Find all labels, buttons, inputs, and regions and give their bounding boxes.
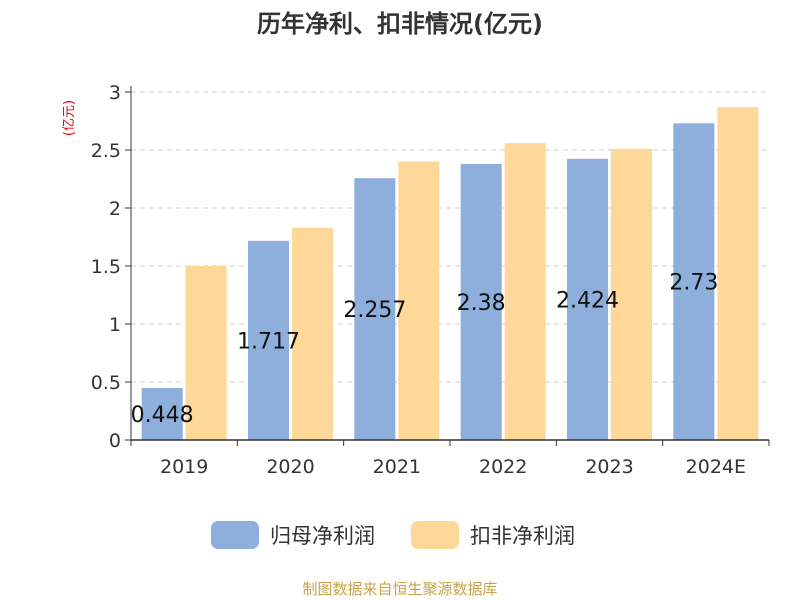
bars [141, 107, 759, 441]
bar-deducted-net-profit [611, 148, 652, 440]
bar-net-profit [248, 240, 289, 440]
data-label: 2.38 [457, 291, 506, 316]
bar-deducted-net-profit [717, 107, 759, 440]
x-axis-ticks: 2019 2020 2021 2022 2023 2024E [130, 440, 770, 478]
bar-net-profit [354, 178, 396, 441]
bar-deducted-net-profit [398, 161, 440, 440]
data-label: 1.717 [237, 329, 300, 354]
bar-net-profit [567, 158, 608, 441]
legend[interactable]: 归母净利润 扣非净利润 [211, 521, 575, 549]
bar-deducted-net-profit [292, 227, 333, 440]
y-tick-label: 2.5 [91, 140, 121, 162]
y-tick-label: 1 [109, 314, 121, 336]
y-tick-label: 1.5 [91, 256, 121, 278]
data-label: 2.424 [556, 288, 619, 313]
data-label: 2.73 [669, 271, 718, 296]
legend-label: 扣非净利润 [470, 524, 575, 548]
x-tick-label: 2022 [479, 456, 527, 478]
data-label: 0.448 [131, 403, 194, 428]
y-axis-label: (亿元) [62, 100, 77, 136]
y-axis-ticks: 0 0.5 1 1.5 2 2.5 3 [91, 82, 131, 452]
x-axis [130, 86, 769, 441]
bar-net-profit [141, 388, 183, 440]
y-tick-label: 0 [109, 430, 121, 452]
x-tick-label: 2019 [160, 456, 208, 478]
y-tick-label: 0.5 [91, 372, 121, 394]
x-tick-label: 2021 [373, 456, 421, 478]
legend-item-deducted-net-profit[interactable]: 扣非净利润 [411, 521, 575, 549]
bar-net-profit [460, 163, 502, 441]
source-note: 制图数据来自恒生聚源数据库 [302, 580, 497, 598]
bar-deducted-net-profit [504, 143, 546, 441]
bar-deducted-net-profit [185, 266, 227, 440]
y-tick-label: 3 [109, 82, 121, 104]
x-tick-label: 2023 [585, 456, 633, 478]
legend-label: 归母净利润 [270, 524, 375, 548]
grid-lines [131, 91, 769, 383]
legend-swatch [211, 521, 259, 549]
data-labels: 0.448 1.717 2.257 2.38 2.424 2.73 [131, 271, 719, 428]
chart-title: 历年净利、扣非情况(亿元) [257, 10, 543, 38]
legend-swatch [411, 521, 459, 549]
y-tick-label: 2 [109, 198, 121, 220]
bar-net-profit [673, 123, 715, 440]
x-tick-label: 2020 [266, 456, 314, 478]
legend-item-net-profit[interactable]: 归母净利润 [211, 521, 375, 549]
data-label: 2.257 [343, 298, 406, 323]
x-tick-label: 2024E [686, 456, 746, 478]
